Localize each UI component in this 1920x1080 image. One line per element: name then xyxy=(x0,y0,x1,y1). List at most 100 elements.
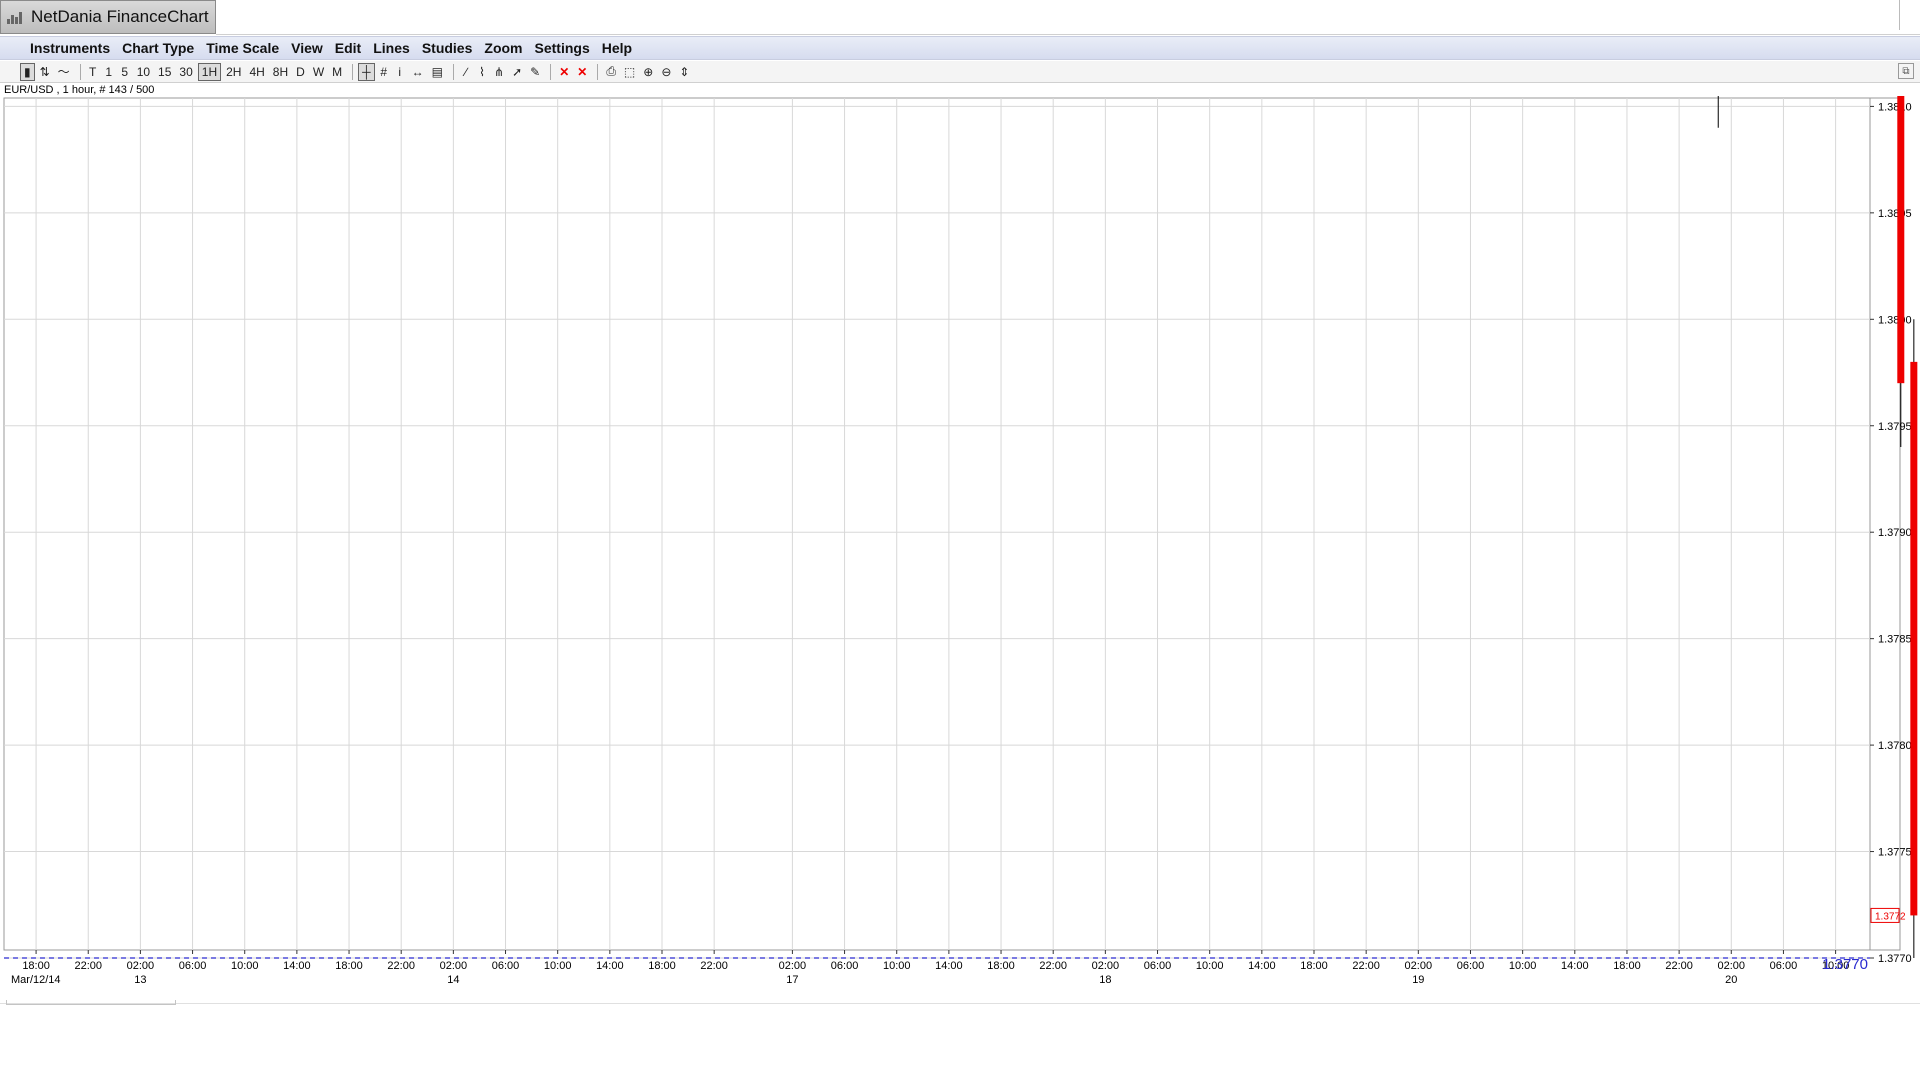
x-tick-label: 02:00 xyxy=(1405,960,1433,972)
interval-8h[interactable]: 8H xyxy=(272,64,289,79)
x-tick-label: 02:00 xyxy=(127,960,155,972)
trendline-icon[interactable]: ∕ xyxy=(464,64,467,79)
y-tick-label: 1.3785 xyxy=(1878,634,1912,646)
plot-area[interactable] xyxy=(3,97,1871,951)
x-tick-label: 10:00 xyxy=(1822,960,1850,972)
menu-instruments[interactable]: Instruments xyxy=(30,40,111,56)
toolbar-separator xyxy=(597,63,599,80)
pitchfork-icon[interactable]: ⋔ xyxy=(494,64,505,79)
interval-15[interactable]: 15 xyxy=(158,64,172,79)
delete-icon[interactable]: ✕ xyxy=(559,64,570,79)
x-tick-label: 10:00 xyxy=(1196,960,1224,972)
menu-view[interactable]: View xyxy=(291,40,323,56)
zoom-in-icon[interactable]: ⊕ xyxy=(643,64,654,79)
toolbar-separator xyxy=(79,63,81,80)
app-title-tab[interactable]: NetDania FinanceChart xyxy=(0,0,216,34)
x-tick-label: 18:00 xyxy=(648,960,676,972)
fit-icon[interactable]: ⇕ xyxy=(679,64,690,79)
x-tick-label: 18:00 xyxy=(1300,960,1328,972)
app-title: NetDania FinanceChart xyxy=(31,7,209,26)
y-tick-label: 1.3795 xyxy=(1878,421,1912,433)
menu-bar: Instruments Chart Type Time Scale View Edit L… xyxy=(0,36,1920,60)
x-tick-label: 22:00 xyxy=(74,960,102,972)
price-axis[interactable] xyxy=(1869,97,1901,951)
x-tick-label: 06:00 xyxy=(1770,960,1798,972)
y-tick-label: 1.3805 xyxy=(1878,208,1912,220)
menu-chart-type[interactable]: Chart Type xyxy=(122,40,195,56)
pencil-icon[interactable]: ✎ xyxy=(530,64,541,79)
y-tick-label: 1.3775 xyxy=(1878,847,1912,859)
zoom-select-icon[interactable]: ⬚ xyxy=(623,64,636,79)
price-chart[interactable]: 1.39651.39601.39551.39501.39451.39401.39… xyxy=(0,96,1920,1008)
x-tick-label: 14:00 xyxy=(283,960,311,972)
interval-30[interactable]: 30 xyxy=(179,64,193,79)
x-tick-label: 02:00 xyxy=(1092,960,1120,972)
interval-t[interactable]: T xyxy=(89,64,97,79)
zoom-out-icon[interactable]: ⊖ xyxy=(661,64,672,79)
x-tick-label: 14:00 xyxy=(1248,960,1276,972)
interval-1[interactable]: 1 xyxy=(105,64,113,79)
fibonacci-icon[interactable]: ⌇ xyxy=(479,64,485,79)
x-tick-label: 10:00 xyxy=(544,960,572,972)
x-tick-label: 14:00 xyxy=(935,960,963,972)
arrow-icon[interactable]: ➚ xyxy=(512,64,523,79)
menu-studies[interactable]: Studies xyxy=(421,40,473,56)
interval-w[interactable]: W xyxy=(312,64,325,79)
x-tick-label: 02:00 xyxy=(1718,960,1746,972)
dashed-line-label: 1.3770 xyxy=(1822,956,1868,973)
x-tick-label: 06:00 xyxy=(179,960,207,972)
x-tick-label: 22:00 xyxy=(387,960,415,972)
interval-10[interactable]: 10 xyxy=(136,64,151,79)
line-icon[interactable]: 〜 xyxy=(57,65,70,79)
y-tick-label: 1.3800 xyxy=(1878,314,1912,326)
y-tick-label: 1.3810 xyxy=(1878,101,1912,113)
interval-2h[interactable]: 2H xyxy=(226,64,242,79)
interval-1h[interactable]: 1H xyxy=(197,62,222,81)
menu-zoom[interactable]: Zoom xyxy=(484,40,523,56)
x-date-label: 18 xyxy=(1099,974,1111,986)
x-tick-label: 22:00 xyxy=(1665,960,1693,972)
x-date-label: Mar/12/14 xyxy=(11,974,61,986)
detach-icon[interactable]: ⧉ xyxy=(1898,63,1914,79)
x-tick-label: 06:00 xyxy=(831,960,859,972)
instrument-info: EUR/USD , 1 hour, # 143 / 500 xyxy=(4,84,155,96)
pan-icon[interactable]: ↔ xyxy=(411,64,424,79)
x-tick-label: 10:00 xyxy=(231,960,259,972)
bottom-tab[interactable] xyxy=(6,1000,176,1005)
toolbar-separator xyxy=(550,63,552,80)
x-tick-label: 10:00 xyxy=(1509,960,1537,972)
interval-4h[interactable]: 4H xyxy=(249,64,265,79)
info-icon[interactable]: i xyxy=(398,64,401,79)
interval-d[interactable]: D xyxy=(296,64,305,79)
x-tick-label: 10:00 xyxy=(883,960,911,972)
menu-edit[interactable]: Edit xyxy=(334,40,362,56)
delete-all-icon[interactable]: ✕ xyxy=(577,64,588,79)
print-icon[interactable]: ⎙ xyxy=(606,64,616,78)
x-tick-label: 22:00 xyxy=(1039,960,1067,972)
volume-icon[interactable]: ▤ xyxy=(431,64,443,79)
ohlc-icon[interactable]: ⇅ xyxy=(39,64,50,79)
candle-body xyxy=(1897,96,1905,384)
interval-5[interactable]: 5 xyxy=(121,64,129,79)
grid-icon[interactable]: # xyxy=(380,64,387,79)
y-tick-label: 1.3780 xyxy=(1878,740,1912,752)
x-date-label: 19 xyxy=(1412,974,1424,986)
x-tick-label: 22:00 xyxy=(1352,960,1380,972)
x-tick-label: 02:00 xyxy=(440,960,468,972)
x-tick-label: 18:00 xyxy=(1613,960,1641,972)
app-logo-icon xyxy=(7,10,23,24)
x-date-label: 13 xyxy=(134,974,146,986)
x-tick-label: 18:00 xyxy=(335,960,363,972)
interval-m[interactable]: M xyxy=(332,64,343,79)
menu-help[interactable]: Help xyxy=(601,40,633,56)
menu-lines[interactable]: Lines xyxy=(373,40,410,56)
toolbar-separator xyxy=(453,63,454,80)
y-tick-label: 1.3790 xyxy=(1878,527,1912,539)
menu-settings[interactable]: Settings xyxy=(534,40,590,56)
x-date-label: 14 xyxy=(447,974,459,986)
candlestick-icon[interactable]: ▮ xyxy=(20,62,35,81)
menu-time-scale[interactable]: Time Scale xyxy=(206,40,280,56)
x-tick-label: 18:00 xyxy=(22,960,50,972)
crosshair-icon[interactable]: ┼ xyxy=(358,62,375,81)
